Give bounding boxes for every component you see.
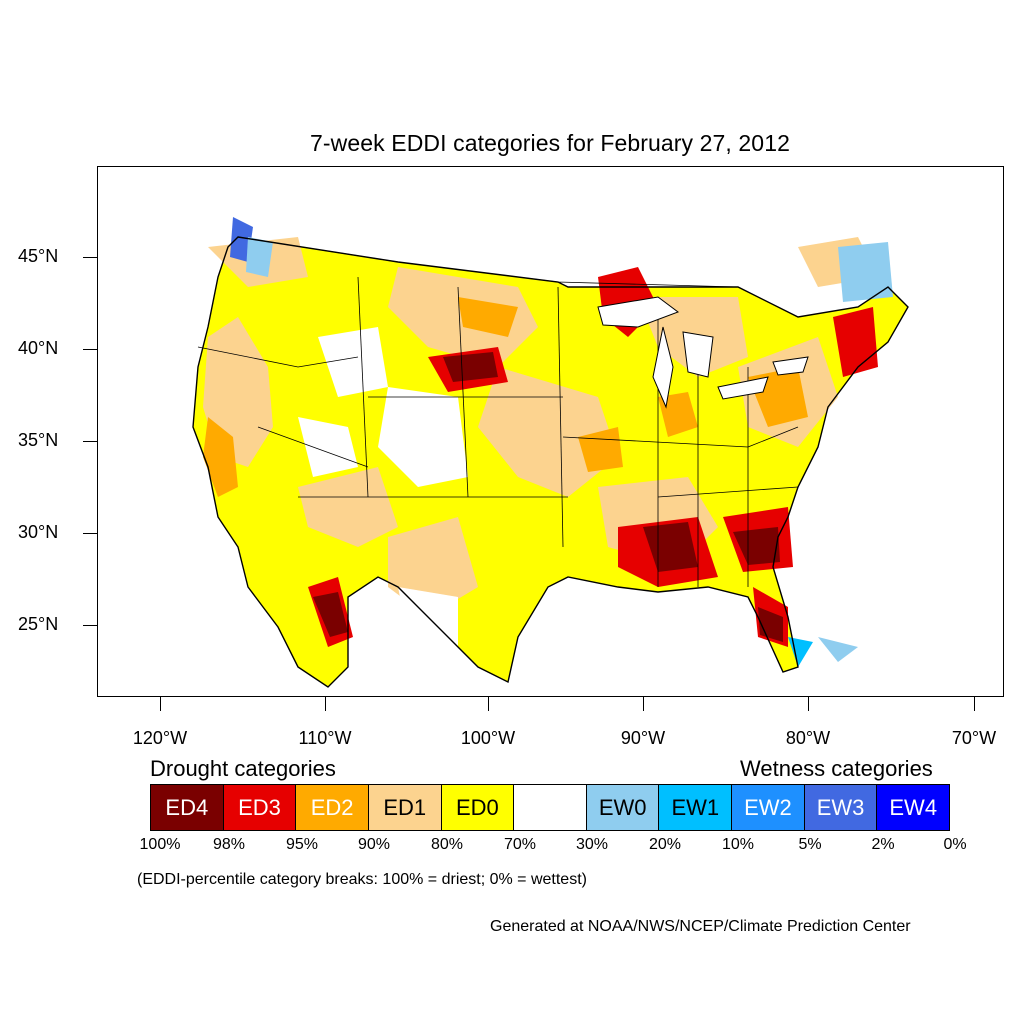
legend-box-ew2: EW2 — [732, 785, 805, 830]
ed4-regions — [313, 352, 783, 642]
legend-box-ed4: ED4 — [151, 785, 224, 830]
percentile-label: 70% — [503, 836, 537, 853]
lon-tick — [808, 697, 809, 711]
legend-box-ew0: EW0 — [586, 785, 660, 830]
lon-tick — [325, 697, 326, 711]
lat-tick — [83, 533, 97, 534]
legend-box-ew1: EW1 — [659, 785, 733, 830]
lat-label-45: 45°N — [18, 246, 59, 266]
legend-box-ed2: ED2 — [296, 785, 369, 830]
legend-box-ed3: ED3 — [223, 785, 297, 830]
legend-box-ew3: EW3 — [804, 785, 878, 830]
lon-label-80: 80°W — [785, 728, 831, 748]
lon-label-120: 120°W — [132, 728, 188, 748]
legend-box-ed0: ED0 — [441, 785, 515, 830]
legend-bar: ED4 ED3 ED2 ED1 ED0 EW0 EW1 EW2 EW3 EW4 — [150, 784, 950, 831]
map-canvas — [192, 217, 909, 688]
lat-tick — [83, 625, 97, 626]
percentile-label: 80% — [430, 836, 464, 853]
lat-label-30: 30°N — [18, 522, 59, 542]
percentile-label: 95% — [285, 836, 319, 853]
percentile-label: 10% — [721, 836, 755, 853]
legend-box-neutral — [514, 785, 587, 830]
coastline — [192, 236, 909, 688]
map-title: 7-week EDDI categories for February 27, … — [310, 130, 790, 156]
lat-tick — [83, 441, 97, 442]
category-breaks-note: (EDDI-percentile category breaks: 100% =… — [137, 871, 587, 888]
lon-tick — [488, 697, 489, 711]
legend-box-ed1: ED1 — [368, 785, 442, 830]
legend-box-ew4: EW4 — [877, 785, 950, 830]
lat-label-40: 40°N — [18, 338, 59, 358]
lon-label-100: 100°W — [460, 728, 516, 748]
lon-label-90: 90°W — [620, 728, 666, 748]
lon-label-70: 70°W — [951, 728, 997, 748]
lon-tick — [974, 697, 975, 711]
lon-label-110: 110°W — [298, 728, 352, 748]
percentile-label: 2% — [871, 836, 895, 853]
lat-label-25: 25°N — [18, 614, 59, 634]
percentile-label: 5% — [798, 836, 822, 853]
percentile-label: 98% — [212, 836, 246, 853]
lat-tick — [83, 349, 97, 350]
lat-tick — [83, 257, 97, 258]
drought-categories-heading: Drought categories — [150, 756, 336, 781]
percentile-label: 30% — [575, 836, 609, 853]
eddi-map — [97, 166, 1004, 697]
percentile-label: 100% — [139, 836, 181, 853]
lat-label-35: 35°N — [18, 430, 59, 450]
lon-tick — [160, 697, 161, 711]
credit-line: Generated at NOAA/NWS/NCEP/Climate Predi… — [490, 918, 911, 935]
percentile-label: 90% — [357, 836, 391, 853]
great-lakes — [597, 296, 809, 409]
lon-tick — [643, 697, 644, 711]
percentile-label: 0% — [943, 836, 967, 853]
wet-regions — [230, 217, 893, 667]
wetness-categories-heading: Wetness categories — [740, 756, 933, 781]
percentile-label: 20% — [648, 836, 682, 853]
